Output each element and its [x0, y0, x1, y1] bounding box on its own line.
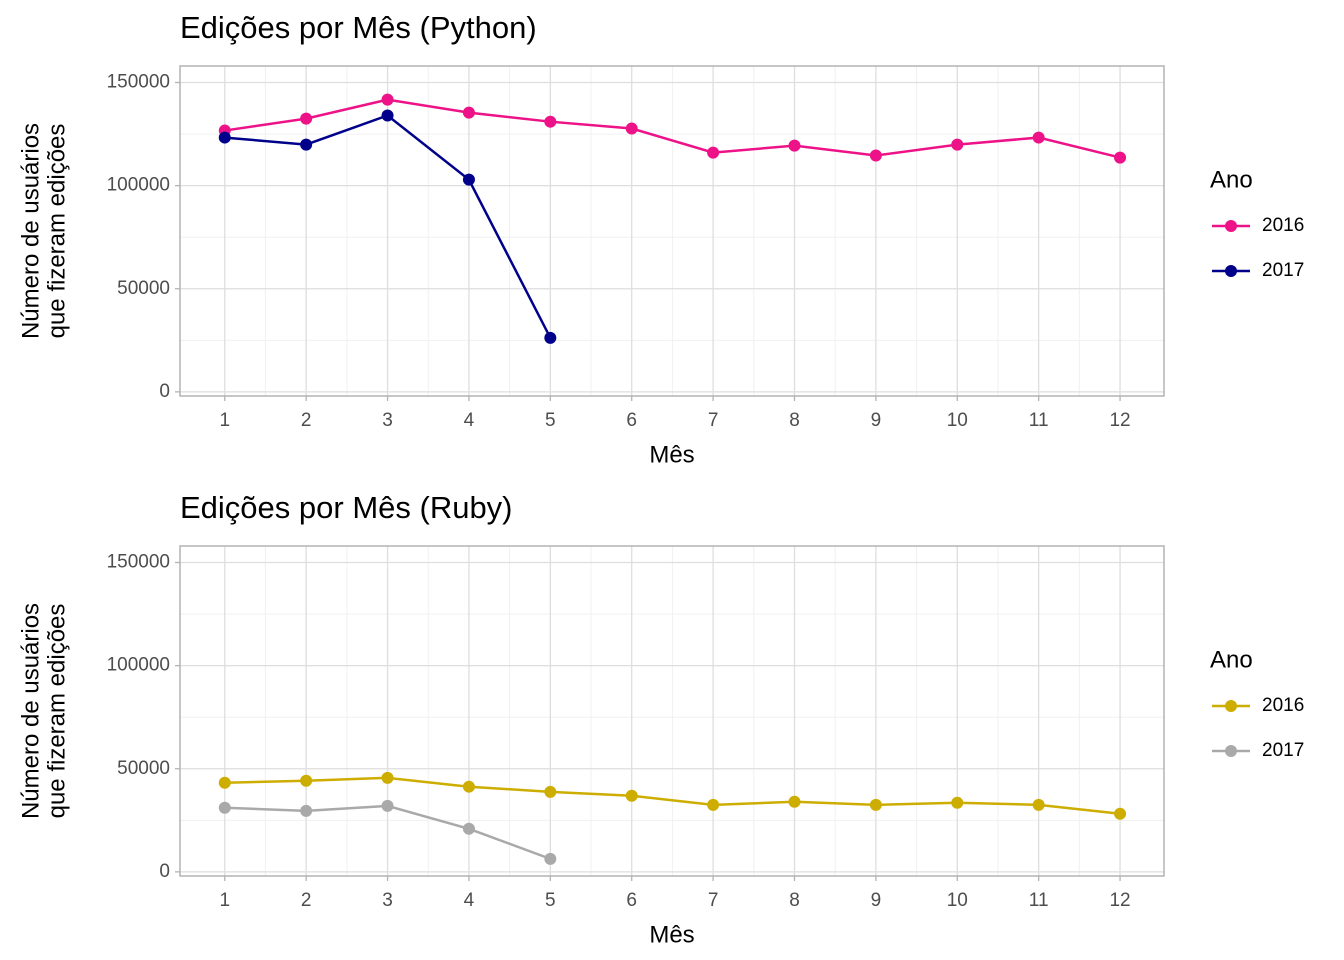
point: [381, 771, 394, 784]
x-tick-label: 11: [1029, 410, 1049, 431]
point: [951, 138, 964, 151]
x-tick-label: 8: [789, 890, 800, 911]
point: [218, 131, 231, 144]
x-tick-label: 11: [1029, 890, 1049, 911]
x-tick-label: 9: [871, 410, 882, 431]
y-tick-label: 50000: [117, 758, 170, 779]
legend-point: [1225, 265, 1237, 277]
point: [1032, 798, 1045, 811]
x-axis-label: Mês: [649, 921, 694, 948]
point: [300, 774, 313, 787]
point: [462, 822, 475, 835]
chart-title: Edições por Mês (Python): [180, 10, 537, 45]
y-tick-label: 100000: [107, 655, 170, 676]
panel-border: [179, 65, 1165, 397]
y-tick-label: 100000: [107, 175, 170, 196]
line: [224, 98, 1121, 159]
point: [788, 139, 801, 152]
legend-point: [1225, 700, 1237, 712]
x-tick-label: 12: [1109, 890, 1130, 911]
y-axis-label: Número de usuários que fizeram edições: [17, 123, 70, 339]
legend-point: [1225, 220, 1237, 232]
point: [625, 122, 638, 135]
legend-point: [1225, 745, 1237, 757]
line: [224, 776, 1121, 815]
point: [462, 780, 475, 793]
point: [381, 109, 394, 122]
point: [869, 149, 882, 162]
point: [869, 798, 882, 811]
legend-title: Ano: [1210, 646, 1253, 673]
x-tick-label: 12: [1109, 410, 1130, 431]
point: [300, 112, 313, 125]
y-axis-label-line: Número de usuários: [17, 603, 44, 819]
x-tick-label: 2: [301, 890, 312, 911]
legend-label: 2016: [1262, 215, 1304, 236]
y-axis-label: Número de usuários que fizeram edições: [17, 603, 70, 819]
point: [381, 799, 394, 812]
x-tick-label: 3: [382, 890, 393, 911]
y-tick-label: 150000: [107, 552, 170, 573]
x-tick-label: 5: [545, 890, 556, 911]
point: [625, 789, 638, 802]
x-tick-label: 1: [219, 410, 230, 431]
point: [300, 138, 313, 151]
x-tick-label: 10: [947, 890, 968, 911]
legend-label: 2016: [1262, 695, 1304, 716]
x-tick-label: 10: [947, 410, 968, 431]
point: [462, 106, 475, 119]
point: [544, 331, 557, 344]
y-tick-label: 50000: [117, 278, 170, 299]
point: [462, 173, 475, 186]
x-axis-label: Mês: [649, 441, 694, 468]
panel-border: [179, 545, 1165, 877]
point: [544, 852, 557, 865]
y-axis-label-line: que fizeram edições: [43, 604, 70, 819]
x-tick-label: 6: [626, 890, 637, 911]
x-tick-label: 6: [626, 410, 637, 431]
x-tick-label: 9: [871, 890, 882, 911]
point: [544, 115, 557, 128]
y-tick-label: 0: [159, 381, 170, 402]
y-tick-label: 150000: [107, 72, 170, 93]
chart-title: Edições por Mês (Ruby): [180, 490, 513, 525]
y-axis-label-line: que fizeram edições: [43, 124, 70, 339]
x-tick-label: 1: [219, 890, 230, 911]
x-tick-label: 4: [464, 410, 475, 431]
legend-title: Ano: [1210, 166, 1253, 193]
x-tick-label: 2: [301, 410, 312, 431]
legend-label: 2017: [1262, 740, 1304, 761]
point: [951, 796, 964, 809]
legend-label: 2017: [1262, 260, 1304, 281]
y-tick-label: 0: [159, 861, 170, 882]
x-tick-label: 4: [464, 890, 475, 911]
x-tick-label: 5: [545, 410, 556, 431]
y-axis-label-line: Número de usuários: [17, 123, 44, 339]
point: [381, 93, 394, 106]
point: [300, 804, 313, 817]
point: [1114, 807, 1127, 820]
point: [788, 795, 801, 808]
point: [218, 801, 231, 814]
x-tick-label: 8: [789, 410, 800, 431]
x-tick-label: 3: [382, 410, 393, 431]
x-tick-label: 7: [708, 410, 719, 431]
point: [707, 146, 720, 159]
x-tick-label: 7: [708, 890, 719, 911]
point: [218, 776, 231, 789]
point: [544, 785, 557, 798]
point: [1114, 151, 1127, 164]
point: [1032, 131, 1045, 144]
point: [707, 798, 720, 811]
